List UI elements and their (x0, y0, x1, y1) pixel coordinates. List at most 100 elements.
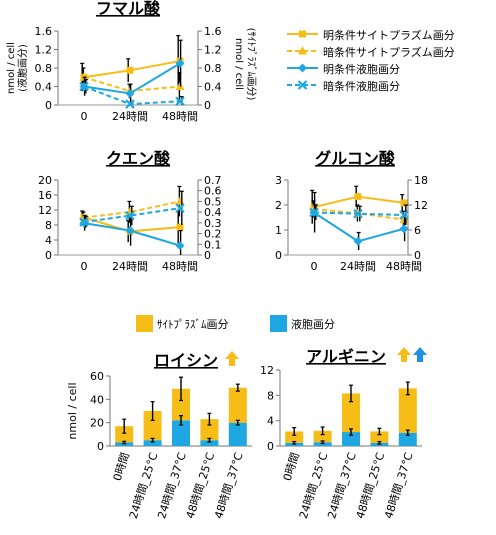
bar-y-tick-label-1: 12 (260, 364, 274, 377)
legend-swatch-1 (270, 315, 287, 332)
bar-vacuole (398, 432, 417, 446)
data-point (399, 224, 409, 234)
bar-category-label: 24時間_37°C (155, 451, 189, 521)
bar-y-tick-label-0: 40 (90, 393, 104, 406)
y-tick-label-right-1: 0.2 (204, 228, 222, 241)
y-tick-label-right-0: 0.8 (204, 62, 222, 75)
series-line-3 (83, 207, 181, 223)
y-tick-label-left-1: 16 (38, 189, 52, 202)
bar-chart-title-0: ロイシン (154, 351, 218, 370)
y-tick-label-left-1: 20 (38, 174, 52, 187)
bar-y-tick-label-0: 0 (97, 440, 104, 453)
legend-swatch-label-0: ｻｲﾄﾌﾟﾗｽﾞﾑ画分 (157, 318, 229, 331)
legend-marker-0 (299, 30, 306, 38)
bar-category-label: 0時間 (111, 451, 132, 483)
y-tick-label-right-1: 0.4 (204, 206, 222, 219)
bar-cytoplasm (398, 388, 417, 433)
y-tick-label-left-1: 8 (45, 219, 52, 232)
data-point (175, 96, 185, 107)
y-tick-label-left-2: 0 (275, 249, 282, 262)
data-point (79, 81, 89, 92)
bar-y-tick-label-1: 0 (267, 440, 274, 453)
data-point (125, 226, 135, 236)
increase-arrow-icon (413, 347, 427, 362)
data-point (354, 193, 362, 201)
y-tick-label-right-1: 0 (204, 249, 211, 262)
legend-marker-2 (298, 63, 307, 73)
chart-title-0: フマル酸 (96, 0, 161, 18)
data-point (175, 241, 185, 251)
data-point (125, 210, 135, 221)
y-tick-label-left-1: 4 (45, 234, 52, 247)
y-tick-label-left-0: 0 (45, 99, 52, 112)
chart-title-1: クエン酸 (106, 149, 171, 168)
data-point (175, 58, 185, 68)
data-point (399, 210, 409, 220)
bar-y-tick-label-0: 20 (90, 417, 104, 430)
legend-label-2: 明条件液胞画分 (323, 62, 400, 76)
y-tick-label-right-1: 0.1 (204, 238, 222, 251)
bar-cytoplasm (143, 411, 162, 441)
x-tick-label-1: 24時間 (112, 260, 148, 273)
bar-y-axis-label: nmol / cell (66, 382, 79, 439)
legend-marker-3 (297, 80, 308, 90)
x-tick-label-2: 48時間 (386, 260, 422, 273)
y-tick-label-left-0: 1.6 (35, 25, 53, 38)
bar-vacuole (313, 442, 332, 446)
bar-category-label: 0時間 (281, 451, 302, 483)
bar-category-label: 48時間_25°C (184, 451, 218, 521)
bar-cytoplasm (200, 419, 219, 441)
legend-swatch-label-1: 液胞画分 (291, 317, 335, 331)
y-axis-label-right: nmol / cell (233, 38, 244, 90)
bar-category-label: 48時間_37°C (212, 451, 246, 521)
y-tick-label-right-2: 6 (414, 224, 421, 237)
y-tick-label-right-1: 0.7 (204, 174, 222, 187)
chart-title-2: グルコン酸 (315, 149, 396, 168)
bar-category-label: 48時間_37°C (382, 451, 416, 521)
x-tick-label-0: 0 (81, 110, 88, 123)
bar-cytoplasm (115, 426, 134, 443)
bar-y-tick-label-1: 8 (267, 389, 274, 402)
x-tick-label-1: 0 (81, 260, 88, 273)
bar-cytoplasm (172, 388, 190, 421)
x-tick-label-0: 24時間 (112, 110, 148, 123)
y-tick-label-left-1: 12 (38, 204, 52, 217)
y-tick-label-left-0: 0.4 (35, 81, 53, 94)
bar-cytoplasm (285, 431, 304, 443)
legend-marker-1 (298, 46, 307, 55)
bar-cytoplasm (228, 387, 247, 423)
y-tick-label-right-2: 18 (414, 174, 428, 187)
data-point (125, 88, 135, 98)
y-tick-label-right-2: 0 (414, 249, 421, 262)
y-tick-label-left-2: 3 (275, 174, 282, 187)
x-tick-label-2: 0 (311, 260, 318, 273)
bar-y-tick-label-1: 4 (267, 415, 274, 428)
bar-category-label: 24時間_37°C (325, 451, 359, 521)
bar-category-label: 24時間_25°C (127, 451, 161, 521)
y-tick-label-right-0: 0.4 (204, 81, 222, 94)
bar-vacuole (172, 420, 190, 446)
x-tick-label-1: 48時間 (162, 260, 198, 273)
legend-swatch-0 (136, 315, 153, 332)
y-tick-label-right-2: 12 (414, 199, 428, 212)
y-tick-label-right-1: 0.3 (204, 217, 222, 230)
y-tick-label-right-1: 0.5 (204, 195, 222, 208)
y-axis-label-right: (ｻｲﾄﾌﾟﾗｽﾞﾑ画分) (245, 28, 257, 101)
y-tick-label-left-2: 2 (275, 199, 282, 212)
y-axis-label-left: (液胞画分) (16, 44, 29, 92)
x-tick-label-0: 48時間 (162, 110, 198, 123)
y-tick-label-left-0: 0.8 (35, 62, 53, 75)
y-tick-label-left-2: 1 (275, 224, 282, 237)
bar-vacuole (200, 440, 219, 446)
increase-arrow-icon (397, 347, 411, 362)
data-point (175, 203, 185, 213)
data-point (79, 217, 89, 227)
legend-label-0: 明条件サイトプラズム画分 (323, 28, 455, 42)
bar-chart-title-1: アルギニン (306, 347, 386, 366)
bar-vacuole (228, 422, 247, 446)
bar-y-tick-label-0: 60 (90, 370, 104, 383)
y-tick-label-right-1: 0.6 (204, 185, 222, 198)
data-point (125, 99, 135, 109)
bar-category-label: 24時間_25°C (297, 451, 331, 521)
